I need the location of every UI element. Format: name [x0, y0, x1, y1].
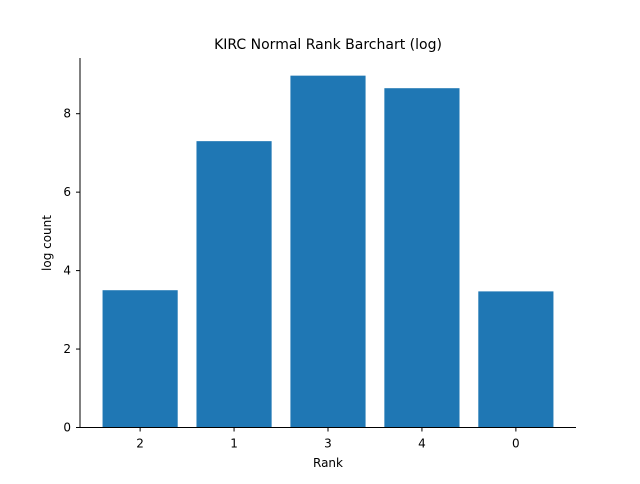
bar-rank-1	[196, 141, 272, 428]
bar-rank-4	[384, 88, 460, 428]
bar-rank-2	[102, 290, 178, 428]
chart-title: KIRC Normal Rank Barchart (log)	[214, 37, 442, 53]
x-tick-label: 0	[512, 437, 520, 451]
y-tick-label: 0	[63, 421, 71, 435]
y-tick-label: 4	[63, 264, 71, 278]
bar-rank-0	[478, 291, 554, 428]
y-tick-label: 8	[63, 107, 71, 121]
x-ticks: 2 1 3 4 0	[136, 427, 520, 451]
x-tick-label: 3	[324, 437, 332, 451]
bars-layer	[102, 75, 554, 428]
x-axis-label: Rank	[313, 456, 343, 470]
x-tick-label: 2	[136, 437, 144, 451]
x-tick-label: 4	[418, 437, 426, 451]
y-tick-label: 6	[63, 185, 71, 199]
y-ticks: 0 2 4 6 8	[63, 107, 80, 435]
y-tick-label: 2	[63, 342, 71, 356]
y-axis-label: log count	[40, 215, 54, 271]
bar-rank-3	[290, 75, 366, 428]
x-tick-label: 1	[230, 437, 238, 451]
